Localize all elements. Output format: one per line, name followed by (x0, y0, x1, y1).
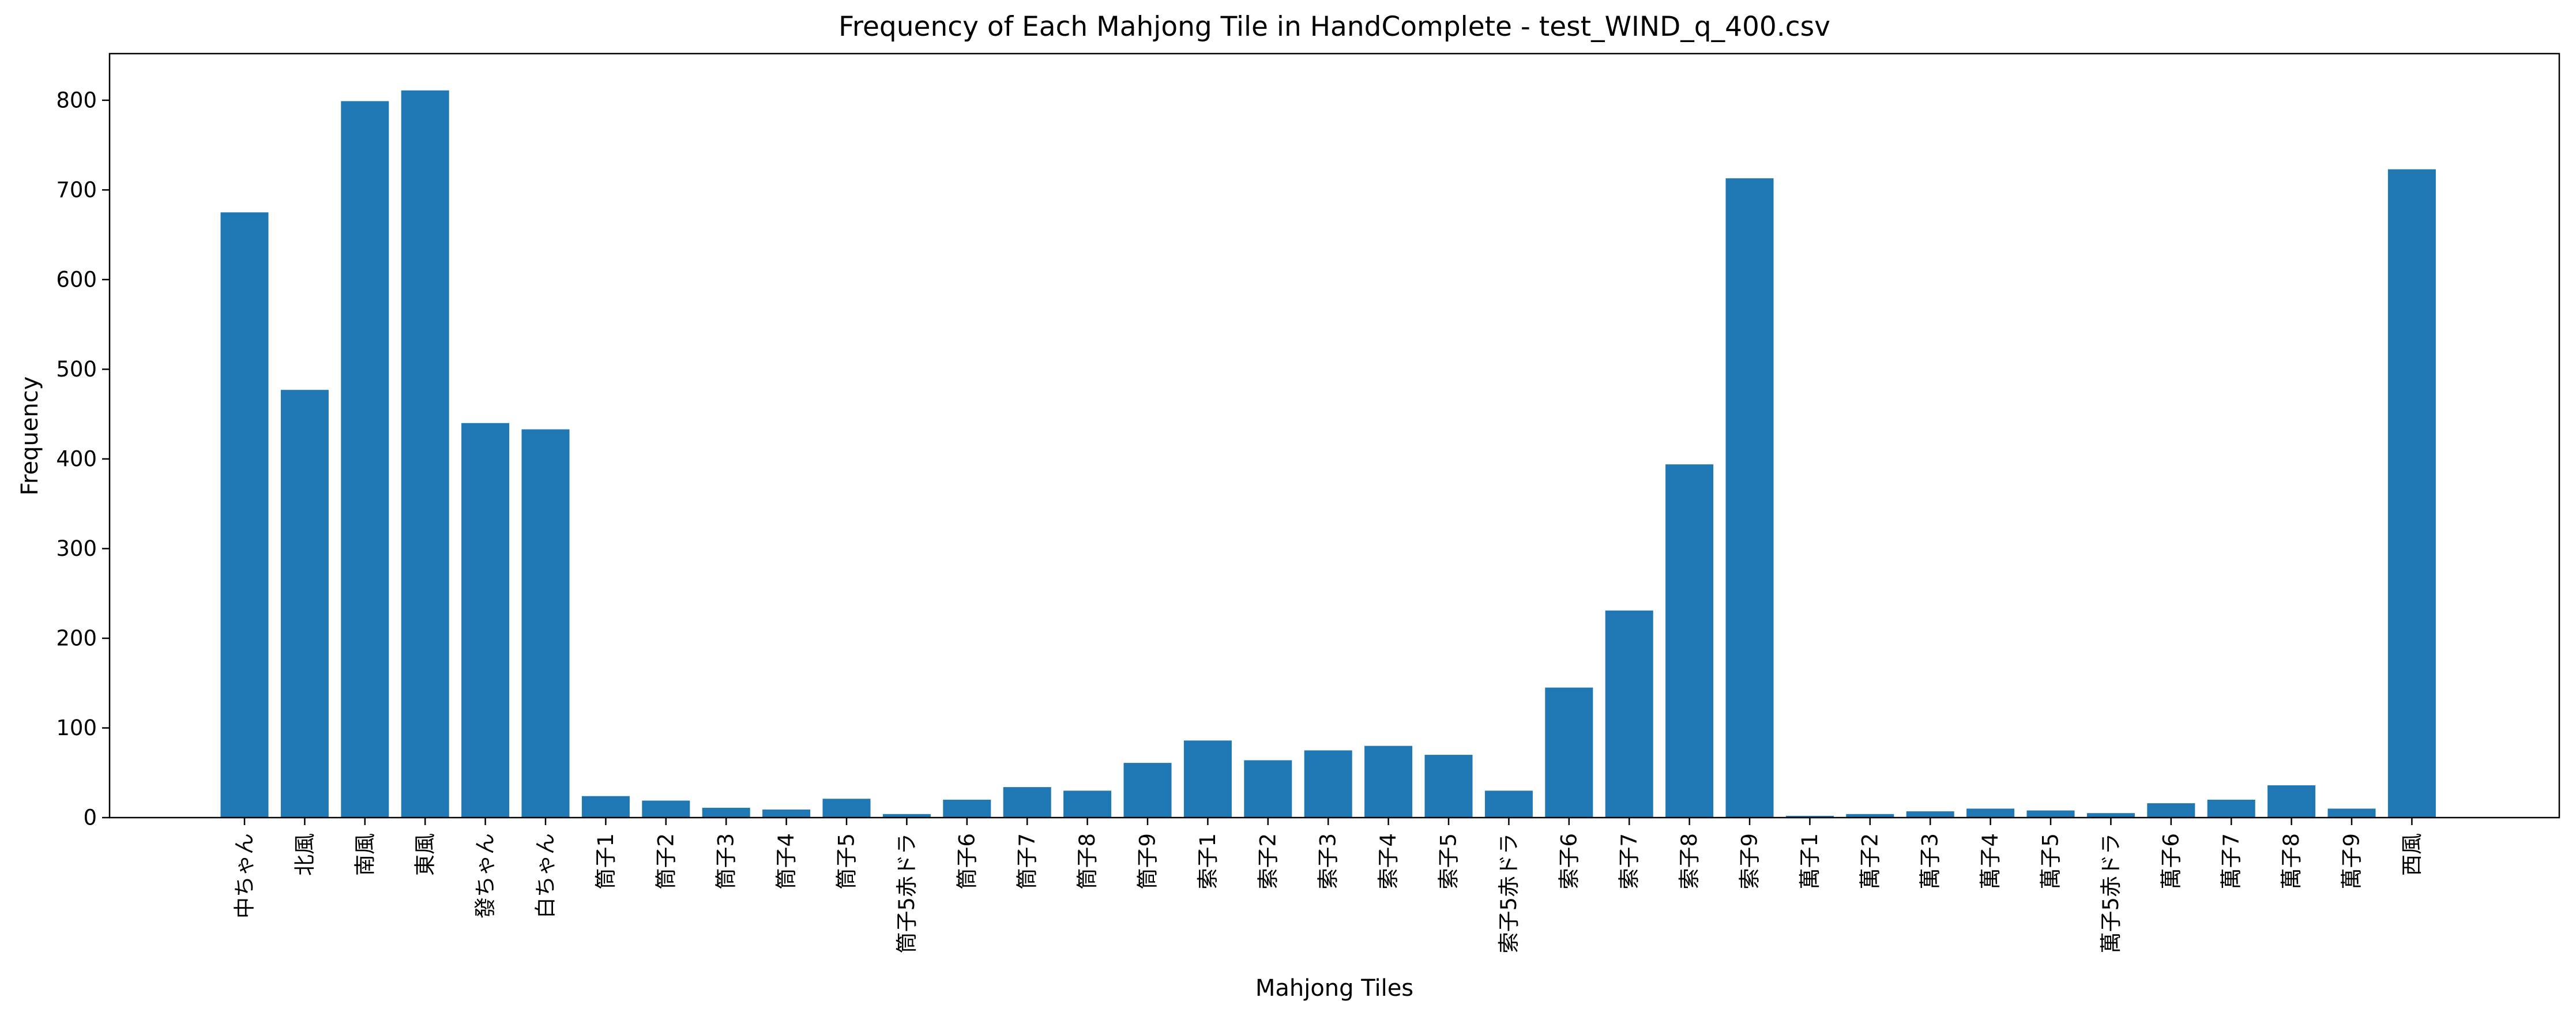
bar (762, 810, 811, 818)
plot-frame (108, 52, 2560, 819)
x-tick-label: 白ちゃん (533, 833, 558, 919)
x-tick-label: 索子9 (1738, 833, 1762, 890)
x-axis: 中ちゃん 北風 南風 東風 發ちゃん 白ちゃん 筒子1 筒子2 筒子3 筒子4 筒子5 筒子5赤ドラ 筒… (232, 818, 2424, 954)
x-tick-label: 東風 (413, 833, 438, 876)
bar (702, 807, 750, 818)
x-tick-label: 中ちゃん (232, 833, 257, 919)
bar (1906, 811, 1954, 818)
x-tick-label: 筒子3 (714, 833, 739, 890)
bars-group (220, 90, 2436, 818)
bar (2267, 785, 2316, 818)
bar (1364, 746, 1413, 818)
bar (1304, 750, 1352, 818)
y-tick-label: 700 (56, 178, 97, 202)
bar (1605, 610, 1653, 818)
x-tick-label: 索子4 (1376, 833, 1401, 890)
x-tick-label: 索子3 (1316, 833, 1341, 890)
bar (2387, 169, 2436, 818)
x-tick-label: 萬子1 (1797, 833, 1822, 890)
bar (1123, 763, 1172, 818)
x-tick-label: 筒子6 (954, 833, 979, 890)
x-tick-label: 筒子1 (593, 833, 618, 890)
x-tick-label: 筒子2 (653, 833, 678, 890)
x-tick-label: 索子1 (1195, 833, 1220, 890)
bar (822, 799, 871, 818)
bar (943, 799, 991, 818)
x-tick-label: 南風 (352, 833, 377, 876)
x-tick-label: 索子7 (1617, 833, 1642, 890)
x-tick-label: 筒子5 (834, 833, 859, 890)
bar (1484, 791, 1533, 818)
y-tick-label: 800 (56, 88, 97, 112)
x-tick-label: 萬子3 (1918, 833, 1943, 890)
x-tick-label: 萬子9 (2340, 833, 2364, 890)
x-tick-label: 索子5赤ドラ (1496, 833, 1521, 954)
x-tick-label: 索子5 (1436, 833, 1461, 890)
bar (1785, 815, 1834, 818)
x-tick-label: 發ちゃん (473, 833, 498, 919)
x-tick-label: 索子8 (1677, 833, 1702, 890)
x-tick-label: 萬子6 (2158, 833, 2183, 890)
y-tick-label: 0 (83, 806, 97, 830)
bar (1545, 687, 1593, 818)
x-tick-label: 索子6 (1556, 833, 1581, 890)
x-tick-label: 萬子5 (2039, 833, 2063, 890)
bar (1966, 808, 2015, 818)
bar (2147, 803, 2195, 818)
bar (280, 390, 329, 818)
bar (1003, 787, 1051, 818)
bar (2086, 813, 2135, 818)
x-axis-label: Mahjong Tiles (1255, 975, 1413, 1002)
x-tick-label: 筒子5赤ドラ (894, 833, 919, 954)
y-tick-label: 100 (56, 716, 97, 740)
x-tick-label: 萬子4 (1978, 833, 2003, 890)
x-tick-label: 萬子5赤ドラ (2099, 833, 2123, 954)
bar (1665, 464, 1714, 818)
bar (220, 212, 269, 818)
x-tick-label: 萬子7 (2219, 833, 2244, 890)
x-tick-label: 萬子8 (2279, 833, 2304, 890)
y-tick-label: 200 (56, 626, 97, 650)
bar (1063, 791, 1112, 818)
y-tick-label: 500 (56, 357, 97, 382)
bar (1183, 740, 1232, 818)
bar (1244, 760, 1292, 818)
bar (1725, 178, 1774, 818)
bar (2207, 799, 2255, 818)
y-tick-label: 300 (56, 536, 97, 561)
y-tick-label: 400 (56, 446, 97, 471)
bar (1424, 755, 1473, 818)
x-tick-label: 筒子8 (1075, 833, 1100, 890)
bar (521, 429, 570, 818)
bar (401, 90, 449, 818)
bar (2026, 810, 2075, 818)
bar (461, 423, 510, 818)
y-tick-label: 600 (56, 267, 97, 292)
x-tick-label: 索子2 (1255, 833, 1280, 890)
bar (341, 101, 389, 818)
x-tick-label: 筒子7 (1015, 833, 1040, 890)
x-tick-label: 筒子9 (1135, 833, 1160, 890)
x-tick-label: 西風 (2400, 833, 2424, 876)
x-tick-label: 萬子2 (1857, 833, 1882, 890)
bar (642, 800, 690, 818)
x-tick-label: 北風 (292, 833, 317, 876)
x-tick-label: 筒子4 (774, 833, 799, 890)
bar (882, 814, 931, 818)
bar (2327, 808, 2376, 818)
chart-title: Frequency of Each Mahjong Tile in HandCo… (838, 11, 1830, 43)
y-axis: 0 100 200 300 400 500 600 700 800 (56, 88, 110, 830)
bar (581, 796, 630, 818)
bar (1846, 814, 1894, 818)
y-axis-label: Frequency (17, 377, 43, 496)
